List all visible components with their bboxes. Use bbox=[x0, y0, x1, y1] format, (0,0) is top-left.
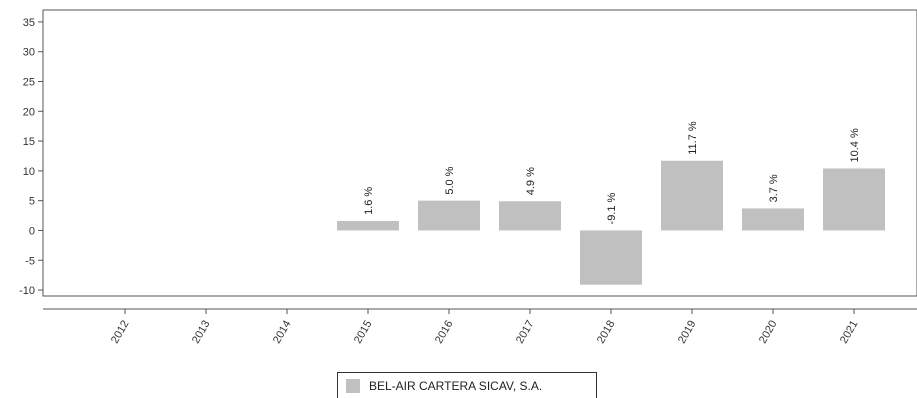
x-tick-label: 2020 bbox=[757, 319, 780, 346]
x-tick-label: 2018 bbox=[595, 319, 618, 346]
y-tick-label: 15 bbox=[23, 136, 35, 148]
bar-2017 bbox=[499, 201, 561, 231]
data-label-2017: 4.9 % bbox=[525, 167, 537, 195]
bar-2018 bbox=[580, 230, 642, 285]
y-tick-label: 0 bbox=[29, 225, 35, 237]
x-tick-label: 2021 bbox=[838, 319, 861, 346]
data-label-2016: 5.0 % bbox=[444, 166, 456, 194]
data-label-2021: 10.4 % bbox=[849, 128, 861, 162]
data-label-2019: 11.7 % bbox=[687, 121, 699, 155]
x-tick-label: 2014 bbox=[271, 319, 294, 346]
bar-2015 bbox=[337, 220, 399, 231]
y-tick-label: 10 bbox=[23, 166, 35, 178]
y-tick-label: -10 bbox=[19, 285, 35, 297]
y-tick-label: 20 bbox=[23, 106, 35, 118]
x-tick-label: 2012 bbox=[109, 319, 132, 346]
legend: BEL-AIR CARTERA SICAV, S.A. bbox=[337, 372, 597, 398]
data-label-2015: 1.6 % bbox=[363, 187, 375, 215]
y-tick-label: 25 bbox=[23, 77, 35, 89]
x-tick-label: 2016 bbox=[433, 319, 456, 346]
bar-2021 bbox=[823, 168, 885, 231]
plot-area bbox=[42, 9, 917, 297]
y-tick-label: 30 bbox=[23, 47, 35, 59]
legend-swatch bbox=[346, 378, 360, 393]
data-label-2018: -9.1 % bbox=[606, 192, 618, 224]
y-tick-label: 35 bbox=[23, 17, 35, 29]
bar-2019 bbox=[661, 160, 723, 231]
x-tick-label: 2015 bbox=[352, 319, 375, 346]
bar-2020 bbox=[742, 208, 804, 231]
legend-label: BEL-AIR CARTERA SICAV, S.A. bbox=[369, 378, 543, 393]
y-tick-label: 5 bbox=[29, 196, 35, 208]
x-tick-label: 2017 bbox=[514, 319, 537, 346]
x-tick-label: 2013 bbox=[190, 319, 213, 346]
y-tick-label: -5 bbox=[25, 255, 35, 267]
data-label-2020: 3.7 % bbox=[768, 174, 780, 202]
bar-2016 bbox=[418, 200, 480, 231]
x-tick-label: 2019 bbox=[676, 319, 699, 346]
